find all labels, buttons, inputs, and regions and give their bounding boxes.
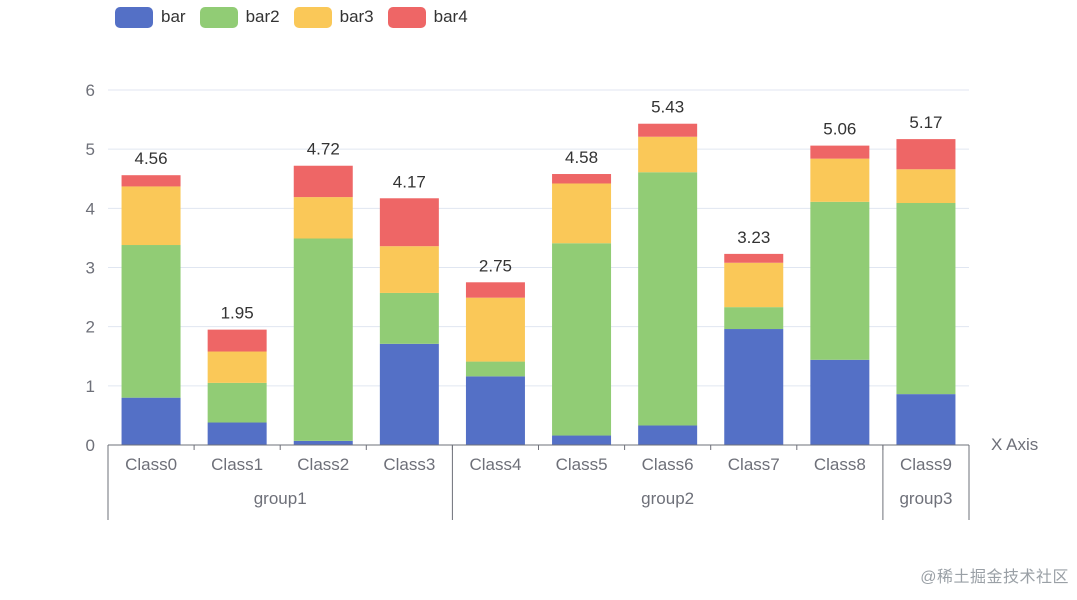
legend-label: bar bbox=[161, 7, 186, 26]
y-tick-label: 5 bbox=[86, 140, 95, 159]
bar-segment-bar bbox=[465, 376, 525, 445]
group-label: group3 bbox=[899, 489, 952, 508]
y-tick-label: 6 bbox=[86, 81, 95, 100]
x-tick-label: Class3 bbox=[383, 455, 435, 474]
y-tick-label: 4 bbox=[86, 199, 95, 218]
y-tick-label: 1 bbox=[86, 377, 95, 396]
x-tick-label: Class0 bbox=[125, 455, 177, 474]
y-tick-label: 0 bbox=[86, 436, 95, 455]
bar-segment-bar3 bbox=[293, 197, 353, 239]
bar-segment-bar bbox=[810, 359, 870, 445]
bar-total-label: 5.17 bbox=[909, 113, 942, 132]
bar-segment-bar2 bbox=[724, 307, 784, 330]
bar-segment-bar bbox=[552, 435, 612, 445]
bar-segment-bar2 bbox=[552, 243, 612, 436]
bar-segment-bar2 bbox=[896, 203, 956, 395]
bar-total-label: 4.17 bbox=[393, 172, 426, 191]
legend-label: bar2 bbox=[245, 7, 280, 26]
legend-item-bar3[interactable]: bar3 bbox=[293, 6, 374, 28]
x-tick-label: Class5 bbox=[556, 455, 608, 474]
bar-total-label: 3.23 bbox=[737, 228, 770, 247]
bar-segment-bar bbox=[207, 422, 267, 445]
bar-segment-bar2 bbox=[121, 245, 181, 398]
bar-total-label: 4.72 bbox=[307, 140, 340, 159]
bar-segment-bar bbox=[724, 329, 784, 445]
bar-total-label: 5.06 bbox=[823, 120, 856, 139]
x-tick-label: Class2 bbox=[297, 455, 349, 474]
bar-total-label: 5.43 bbox=[651, 98, 684, 117]
legend-swatch bbox=[293, 6, 332, 28]
bar-segment-bar4 bbox=[379, 198, 439, 247]
legend-label: bar4 bbox=[433, 7, 468, 26]
bar-segment-bar3 bbox=[121, 186, 181, 246]
bar-segment-bar bbox=[121, 397, 181, 445]
bar-total-label: 4.56 bbox=[135, 149, 168, 168]
legend-item-bar[interactable]: bar bbox=[115, 6, 186, 28]
bar-segment-bar4 bbox=[810, 145, 870, 159]
legend-swatch bbox=[387, 6, 426, 28]
bar-total-label: 1.95 bbox=[221, 304, 254, 323]
legend-label: bar3 bbox=[339, 7, 374, 26]
bar-total-label: 2.75 bbox=[479, 256, 512, 275]
bar-segment-bar2 bbox=[379, 292, 439, 344]
y-tick-label: 2 bbox=[86, 318, 95, 337]
bar-segment-bar4 bbox=[552, 174, 612, 184]
watermark: @稀土掘金技术社区 bbox=[920, 569, 1069, 586]
bar-segment-bar4 bbox=[896, 139, 956, 170]
bar-segment-bar3 bbox=[465, 297, 525, 362]
legend: bar bar2 bar3 bar4 bbox=[115, 4, 468, 30]
y-tick-label: 3 bbox=[86, 259, 95, 278]
bar-segment-bar4 bbox=[293, 165, 353, 198]
bar-segment-bar4 bbox=[638, 123, 698, 137]
group-label: group2 bbox=[641, 489, 694, 508]
bar-segment-bar3 bbox=[810, 158, 870, 202]
bar-segment-bar4 bbox=[465, 282, 525, 298]
x-axis-name: X Axis bbox=[991, 435, 1038, 454]
x-tick-label: Class9 bbox=[900, 455, 952, 474]
bar-segment-bar4 bbox=[207, 329, 267, 352]
bar-segment-bar3 bbox=[724, 262, 784, 308]
legend-swatch bbox=[199, 6, 238, 28]
x-tick-label: Class8 bbox=[814, 455, 866, 474]
bar-segment-bar3 bbox=[379, 246, 439, 293]
bar-segment-bar bbox=[379, 343, 439, 445]
bar-segment-bar2 bbox=[465, 361, 525, 377]
legend-item-bar4[interactable]: bar4 bbox=[387, 6, 468, 28]
bar-segment-bar bbox=[896, 394, 956, 445]
x-tick-label: Class7 bbox=[728, 455, 780, 474]
bar-segment-bar bbox=[293, 440, 353, 445]
x-tick-label: Class4 bbox=[469, 455, 521, 474]
legend-item-bar2[interactable]: bar2 bbox=[199, 6, 280, 28]
bar-segment-bar3 bbox=[552, 183, 612, 244]
group-label: group1 bbox=[254, 489, 307, 508]
bar-segment-bar2 bbox=[638, 172, 698, 426]
x-tick-label: Class6 bbox=[642, 455, 694, 474]
bar-segment-bar3 bbox=[207, 351, 267, 383]
legend-swatch bbox=[115, 6, 153, 28]
x-tick-label: Class1 bbox=[211, 455, 263, 474]
bar-segment-bar bbox=[638, 425, 698, 445]
bar-segment-bar4 bbox=[121, 175, 181, 187]
bar-segment-bar2 bbox=[293, 238, 353, 441]
bar-segment-bar3 bbox=[638, 136, 698, 173]
bar-segment-bar3 bbox=[896, 169, 956, 204]
bar-total-label: 4.58 bbox=[565, 148, 598, 167]
bar-segment-bar4 bbox=[724, 253, 784, 263]
bar-segment-bar2 bbox=[810, 201, 870, 360]
bar-segment-bar2 bbox=[207, 382, 267, 423]
